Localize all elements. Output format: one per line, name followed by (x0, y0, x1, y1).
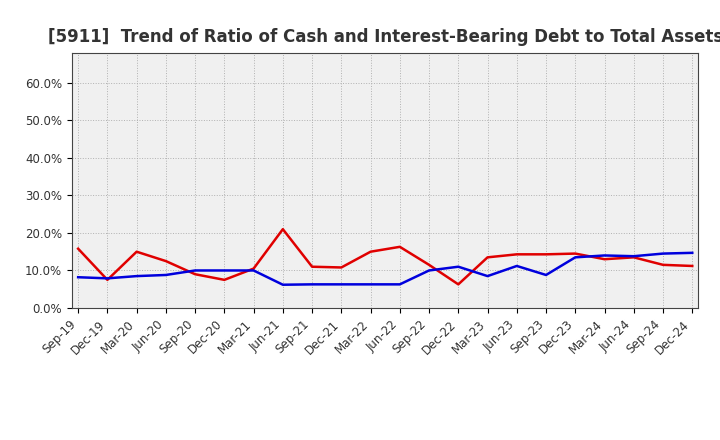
Interest-Bearing Debt (191, 268, 199, 273)
Cash (103, 277, 112, 282)
Cash (483, 255, 492, 260)
Cash (659, 262, 667, 268)
Interest-Bearing Debt (74, 275, 83, 280)
Cash (337, 265, 346, 270)
Title: [5911]  Trend of Ratio of Cash and Interest-Bearing Debt to Total Assets: [5911] Trend of Ratio of Cash and Intere… (48, 28, 720, 46)
Cash (425, 262, 433, 268)
Cash (307, 264, 316, 269)
Interest-Bearing Debt (132, 273, 141, 279)
Cash (249, 266, 258, 271)
Cash (220, 277, 229, 282)
Cash (279, 227, 287, 232)
Interest-Bearing Debt (307, 282, 316, 287)
Interest-Bearing Debt (425, 268, 433, 273)
Interest-Bearing Debt (600, 253, 609, 258)
Interest-Bearing Debt (395, 282, 404, 287)
Cash (74, 246, 83, 251)
Interest-Bearing Debt (483, 273, 492, 279)
Cash (366, 249, 375, 254)
Interest-Bearing Debt (571, 255, 580, 260)
Interest-Bearing Debt (659, 251, 667, 256)
Interest-Bearing Debt (220, 268, 229, 273)
Interest-Bearing Debt (337, 282, 346, 287)
Interest-Bearing Debt (279, 282, 287, 287)
Line: Interest-Bearing Debt: Interest-Bearing Debt (78, 253, 692, 285)
Cash (541, 252, 550, 257)
Cash (454, 282, 463, 287)
Interest-Bearing Debt (513, 263, 521, 268)
Interest-Bearing Debt (103, 276, 112, 281)
Cash (191, 271, 199, 277)
Cash (571, 251, 580, 256)
Cash (395, 244, 404, 249)
Interest-Bearing Debt (454, 264, 463, 269)
Interest-Bearing Debt (249, 268, 258, 273)
Cash (513, 252, 521, 257)
Interest-Bearing Debt (688, 250, 696, 256)
Interest-Bearing Debt (541, 272, 550, 278)
Cash (688, 263, 696, 268)
Interest-Bearing Debt (629, 253, 638, 259)
Cash (629, 255, 638, 260)
Interest-Bearing Debt (366, 282, 375, 287)
Cash (132, 249, 141, 254)
Line: Cash: Cash (78, 229, 692, 284)
Interest-Bearing Debt (161, 272, 170, 278)
Cash (600, 257, 609, 262)
Cash (161, 258, 170, 264)
